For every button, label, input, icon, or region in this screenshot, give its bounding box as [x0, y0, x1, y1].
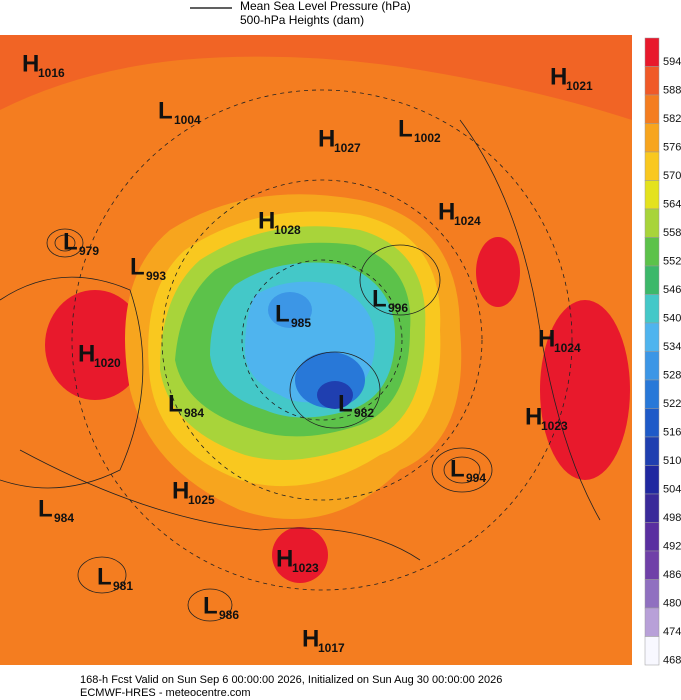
- colorbar-label: 540: [663, 313, 681, 325]
- center-letter: L: [275, 300, 290, 327]
- colorbar-label: 594: [663, 56, 681, 68]
- colorbar-box: [644, 151, 660, 181]
- center-pressure: 1023: [292, 561, 319, 575]
- center-letter: H: [276, 545, 293, 572]
- colorbar-box: [644, 322, 660, 352]
- center-pressure: 1024: [554, 341, 581, 355]
- center-pressure: 994: [466, 471, 486, 485]
- center-pressure: 1017: [318, 641, 345, 655]
- colorbar-label: 576: [663, 142, 681, 154]
- center-pressure: 985: [291, 316, 311, 330]
- colorbar-box: [644, 66, 660, 96]
- center-letter: L: [398, 115, 413, 142]
- center-pressure: 996: [388, 301, 408, 315]
- colorbar-box: [644, 550, 660, 580]
- colorbar-box: [644, 237, 660, 267]
- center-pressure: 982: [354, 406, 374, 420]
- center-letter: L: [158, 97, 173, 124]
- colorbar-box: [644, 493, 660, 523]
- center-letter: L: [38, 495, 53, 522]
- colorbar-box: [644, 436, 660, 466]
- colorbar-box: [644, 379, 660, 409]
- colorbar-label: 492: [663, 541, 681, 553]
- center-pressure: 1020: [94, 356, 121, 370]
- colorbar-label: 570: [663, 170, 681, 182]
- center-pressure: 1004: [174, 113, 201, 127]
- colorbar-label: 588: [663, 85, 681, 97]
- colorbar-box: [644, 265, 660, 295]
- colorbar-label: 480: [663, 598, 681, 610]
- map: [0, 35, 632, 665]
- center-pressure: 1028: [274, 223, 301, 237]
- colorbar-label: 528: [663, 370, 681, 382]
- center-letter: L: [63, 228, 78, 255]
- center-letter: H: [22, 50, 39, 77]
- center-letter: L: [338, 390, 353, 417]
- colorbar-label: 564: [663, 199, 681, 211]
- colorbar-box: [644, 522, 660, 552]
- colorbar-box: [644, 636, 660, 666]
- colorbar-box: [644, 37, 660, 67]
- center-pressure: 981: [113, 579, 133, 593]
- colorbar-box: [644, 607, 660, 637]
- center-letter: L: [97, 563, 112, 590]
- center-pressure: 984: [54, 511, 74, 525]
- center-pressure: 1021: [566, 79, 593, 93]
- colorbar-box: [644, 294, 660, 324]
- colorbar-box: [644, 465, 660, 495]
- center-pressure: 1027: [334, 141, 361, 155]
- center-letter: H: [438, 198, 455, 225]
- colorbar-box: [644, 123, 660, 153]
- colorbar-box: [644, 208, 660, 238]
- center-pressure: 993: [146, 269, 166, 283]
- center-pressure: 1016: [38, 66, 65, 80]
- colorbar-box: [644, 579, 660, 609]
- center-letter: L: [450, 455, 465, 482]
- colorbar-label: 522: [663, 398, 681, 410]
- center-pressure: 979: [79, 244, 99, 258]
- center-letter: L: [168, 390, 183, 417]
- center-letter: H: [302, 625, 319, 652]
- center-letter: H: [172, 477, 189, 504]
- center-letter: L: [203, 592, 218, 619]
- colorbar-label: 474: [663, 626, 681, 638]
- center-pressure: 986: [219, 608, 239, 622]
- colorbar-label: 552: [663, 256, 681, 268]
- colorbar-label: 486: [663, 569, 681, 581]
- legend-text: 500-hPa Heights (dam): [240, 13, 364, 27]
- center-letter: L: [130, 253, 145, 280]
- center-pressure: 1002: [414, 131, 441, 145]
- center-letter: H: [538, 325, 555, 352]
- colorbar-label: 582: [663, 113, 681, 125]
- colorbar-label: 504: [663, 484, 681, 496]
- center-pressure: 1025: [188, 493, 215, 507]
- footer-text: ECMWF-HRES - meteocentre.com: [80, 687, 251, 699]
- colorbar-box: [644, 94, 660, 124]
- colorbar-label: 546: [663, 284, 681, 296]
- center-letter: H: [318, 125, 335, 152]
- center-pressure: 984: [184, 406, 204, 420]
- center-letter: H: [78, 340, 95, 367]
- colorbar-box: [644, 351, 660, 381]
- center-letter: H: [258, 207, 275, 234]
- colorbar-box: [644, 408, 660, 438]
- colorbar-label: 498: [663, 512, 681, 524]
- center-pressure: 1024: [454, 214, 481, 228]
- center-letter: L: [372, 285, 387, 312]
- center-letter: H: [550, 63, 567, 90]
- colorbar-box: [644, 180, 660, 210]
- center-letter: H: [525, 403, 542, 430]
- center-pressure: 1023: [541, 419, 568, 433]
- colorbar-label: 510: [663, 455, 681, 467]
- colorbar: 594 588 582 576 570 564 558 552 546 540 534 528 522 5…: [644, 37, 681, 667]
- footer-text: 168-h Fcst Valid on Sun Sep 6 00:00:00 2…: [80, 674, 502, 686]
- colorbar-label: 516: [663, 427, 681, 439]
- colorbar-label: 468: [663, 655, 681, 667]
- colorbar-label: 558: [663, 227, 681, 239]
- legend-text: Mean Sea Level Pressure (hPa): [240, 0, 411, 13]
- colorbar-label: 534: [663, 341, 681, 353]
